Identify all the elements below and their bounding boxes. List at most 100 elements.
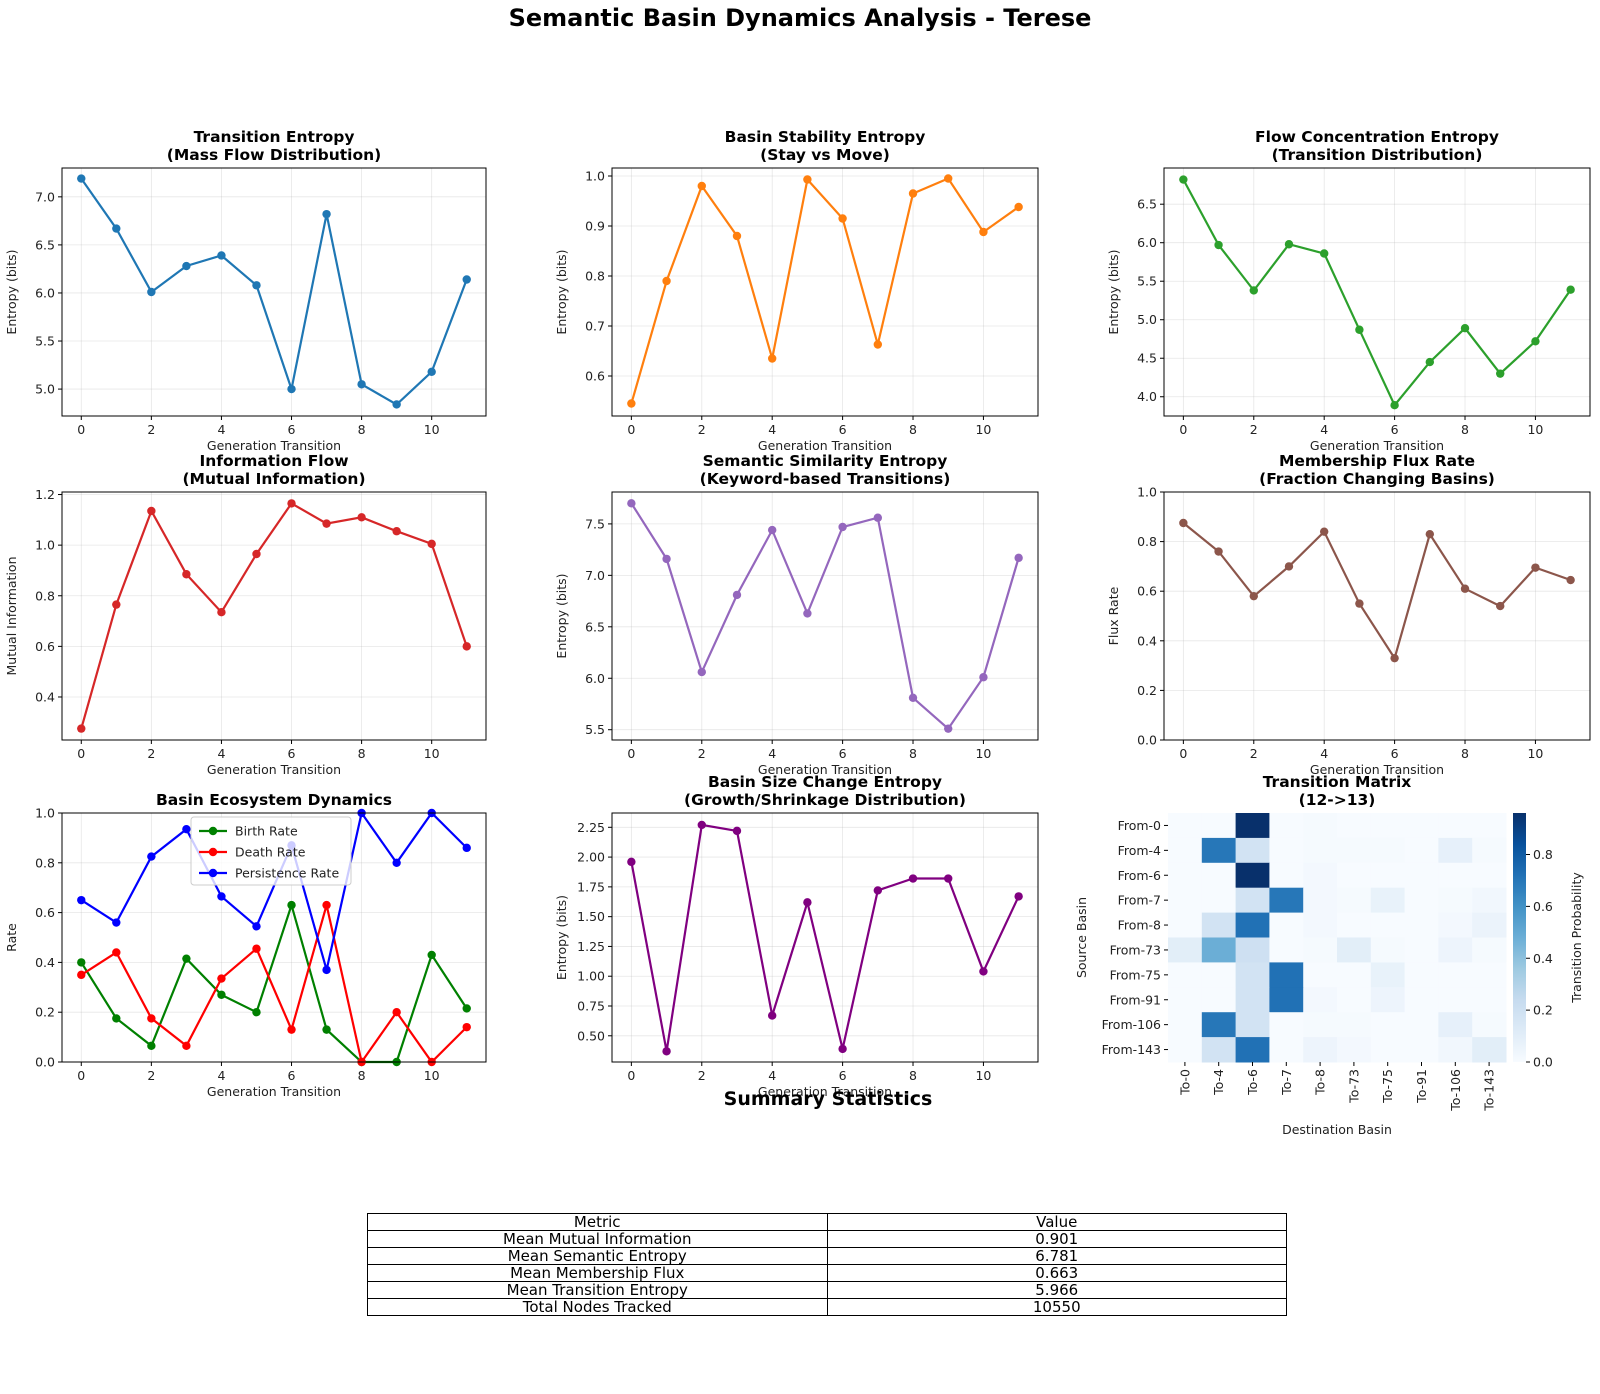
y-tick-label: 0.7 [585, 319, 605, 334]
x-tick-label: 2 [147, 1068, 155, 1083]
data-point [767, 354, 777, 363]
y-tick-label: 0.6 [35, 639, 55, 654]
heatmap-cell [1269, 887, 1304, 914]
heatmap-cell [1370, 887, 1406, 914]
x-tick-label: To-91 [1414, 1069, 1429, 1104]
y-tick-label: 0.4 [35, 689, 55, 704]
y-tick-label: 0.8 [35, 588, 55, 603]
y-tick-label: 0.6 [35, 905, 55, 920]
heatmap-cell [1201, 987, 1237, 1013]
data-point [252, 1008, 261, 1017]
heatmap-cell [1438, 837, 1473, 864]
y-tick-label: 0.9 [585, 219, 605, 234]
summary-row: Mean Mutual Information 0.901 [367, 1230, 1287, 1248]
colorbar-tick-label: 0.0 [1533, 1055, 1553, 1070]
axes-frame [1163, 167, 1591, 417]
heatmap-cell [1438, 1012, 1473, 1038]
heatmap-cell [1438, 912, 1473, 938]
x-tick-label: 6 [839, 422, 847, 437]
x-axis-label: Generation Transition [207, 762, 341, 777]
data-point [1566, 285, 1575, 294]
legend-label: Birth Rate [235, 824, 298, 839]
chart-title: Membership Flux Rate [1279, 452, 1475, 470]
heatmap-cell [1269, 1037, 1304, 1063]
heatmap-cell [1337, 1012, 1372, 1038]
y-tick-label: 1.0 [585, 169, 605, 184]
data-point [1390, 653, 1399, 663]
data-point [1319, 249, 1329, 258]
data-point [627, 399, 636, 408]
data-point [182, 261, 191, 271]
heatmap-cell [1168, 912, 1203, 938]
y-tick-label: 2.00 [577, 850, 605, 865]
heatmap-cell [1235, 837, 1270, 864]
data-point [697, 820, 706, 830]
y-tick-label: 5.0 [35, 382, 55, 397]
axes-frame [611, 812, 1039, 1063]
x-tick-label: 10 [1527, 422, 1543, 437]
series-line [630, 823, 1020, 1052]
x-tick-label: 2 [698, 422, 706, 437]
data-point [182, 824, 191, 834]
summary-row: Mean Semantic Entropy 6.781 [367, 1247, 1287, 1265]
x-tick-label: 10 [1527, 746, 1543, 761]
y-tick-label: 7.0 [35, 189, 55, 204]
data-point [944, 174, 953, 183]
y-axis-label: Entropy (bits) [554, 895, 569, 980]
summary-row: Total Nodes Tracked 10550 [367, 1298, 1287, 1316]
data-point [767, 1011, 777, 1020]
data-point [732, 826, 742, 836]
data-point [287, 900, 296, 910]
data-point [732, 231, 742, 241]
data-point [803, 609, 812, 618]
series-line [1182, 179, 1572, 408]
y-axis-label: Rate [4, 923, 19, 952]
x-tick-label: To-6 [1245, 1069, 1260, 1096]
y-tick-label: 6.5 [1137, 197, 1157, 212]
y-tick-label: 0.6 [585, 369, 605, 384]
data-point [427, 367, 436, 376]
heatmap-cell [1235, 1037, 1270, 1063]
y-tick-label: From-75 [1110, 967, 1161, 982]
heatmap-cell [1235, 1012, 1270, 1038]
y-tick-label: 1.0 [1137, 485, 1157, 500]
data-point [112, 948, 121, 957]
data-point [322, 519, 331, 528]
data-point [77, 174, 86, 183]
heatmap-cell [1370, 1037, 1406, 1063]
data-point [217, 974, 226, 983]
data-point [1179, 175, 1188, 184]
heatmap-cell [1303, 937, 1338, 963]
x-axis-label: Generation Transition [758, 438, 892, 453]
series-line [80, 901, 468, 1064]
series-line [80, 810, 468, 971]
heatmap-cell [1404, 937, 1439, 963]
data-point [427, 950, 436, 960]
axes-frame [1163, 491, 1591, 741]
x-tick-label: 2 [698, 1068, 706, 1083]
x-tick-label: 0 [77, 1068, 85, 1083]
y-tick-label: From-6 [1118, 868, 1161, 883]
x-axis-label: Generation Transition [207, 1084, 341, 1099]
heatmap-cell [1370, 937, 1406, 963]
heatmap-cell [1303, 837, 1338, 864]
summary-header-metric: Metric [367, 1213, 828, 1231]
x-tick-label: 10 [424, 1068, 440, 1083]
data-point [873, 340, 883, 349]
x-tick-label: To-7 [1279, 1069, 1294, 1096]
y-tick-label: 0.0 [35, 1055, 55, 1070]
y-tick-label: From-91 [1110, 992, 1161, 1007]
y-tick-label: 6.0 [35, 285, 55, 300]
y-tick-label: 0.50 [577, 1028, 605, 1043]
chart-basin-ecosystem-dynamics: Basin Ecosystem Dynamics 0 2 4 6 8 10 0.0 0.2 0.4… [4, 791, 487, 1099]
x-tick-label: 0 [77, 422, 85, 437]
data-point [767, 525, 777, 535]
heatmap-cell [1472, 1037, 1507, 1063]
x-tick-label: 8 [358, 1068, 366, 1083]
heatmap-cell [1472, 912, 1507, 938]
y-tick-label: 6.5 [585, 619, 605, 634]
y-tick-label: 1.0 [35, 538, 55, 553]
summary-table: Metric Value Mean Mutual Information 0.90… [367, 1213, 1287, 1316]
data-point [1249, 286, 1258, 295]
